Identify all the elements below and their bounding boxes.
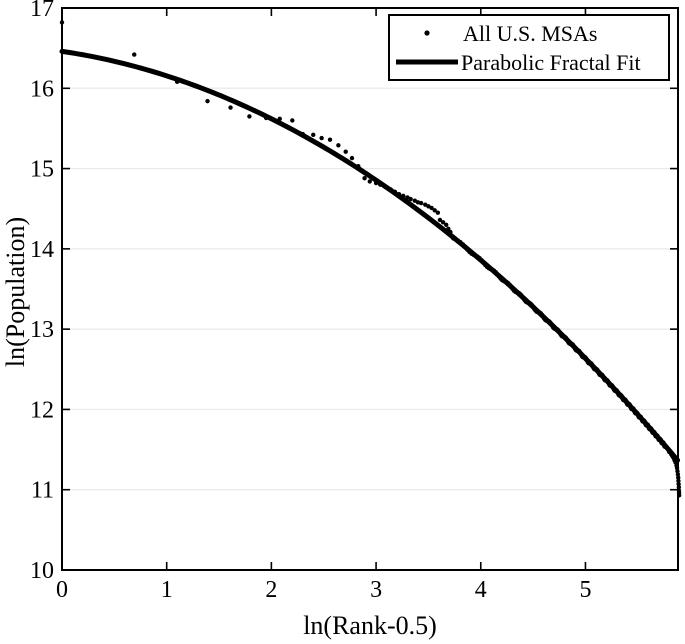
scatter-point <box>205 98 210 104</box>
scatter-point <box>327 137 333 142</box>
y-tick-label-11: 11 <box>31 478 54 504</box>
scatter-point <box>300 131 305 137</box>
scatter-point <box>437 217 443 223</box>
x-tick-label-4: 4 <box>475 577 487 603</box>
scatter-point <box>392 189 398 195</box>
scatter-point <box>383 184 388 190</box>
scatter-point <box>396 192 402 197</box>
legend-label-0: All U.S. MSAs <box>463 21 597 46</box>
scatter-point <box>59 20 65 25</box>
y-tick-label-16: 16 <box>30 76 54 102</box>
scatter-point <box>435 210 441 215</box>
legend: All U.S. MSAs Parabolic Fractal Fit <box>388 14 670 81</box>
y-tick-label-15: 15 <box>30 157 54 183</box>
x-tick-label-1: 1 <box>161 577 173 603</box>
scatter-point <box>343 149 348 154</box>
legend-dot-marker <box>424 30 430 36</box>
x-tick-label-3: 3 <box>370 577 382 603</box>
scatter-point <box>356 163 361 169</box>
scatter-point <box>401 193 406 199</box>
scatter-point <box>367 179 372 184</box>
scatter-point <box>247 114 252 119</box>
y-tick-label-13: 13 <box>30 317 54 343</box>
scatter-point <box>676 493 682 498</box>
y-tick-label-12: 12 <box>30 397 54 423</box>
x-tick-label-5: 5 <box>579 577 591 603</box>
scatter-point <box>676 478 681 484</box>
scatter-point <box>429 205 434 211</box>
y-axis-label: ln(Population) <box>1 217 30 367</box>
scatter-point <box>373 180 379 186</box>
scatter-point <box>674 465 680 471</box>
scatter-point <box>676 485 682 490</box>
scatter-point <box>362 176 367 181</box>
legend-label-1: Parabolic Fractal Fit <box>461 50 641 75</box>
scatter-point <box>676 481 681 487</box>
scatter-point <box>228 105 233 110</box>
scatter-point <box>675 472 681 477</box>
y-tick-label-10: 10 <box>30 558 54 584</box>
grid-layer <box>62 87 678 491</box>
x-tick-label-0: 0 <box>56 577 68 603</box>
scatter-point <box>174 79 180 85</box>
scatter-point <box>388 187 393 192</box>
scatter-point <box>444 222 449 227</box>
scatter-point <box>311 132 316 138</box>
scatter-point <box>349 155 355 161</box>
y-tick-label-17: 17 <box>30 0 54 22</box>
data-series-layer <box>59 20 682 498</box>
scatter-point <box>290 118 295 123</box>
scatter-point <box>440 220 446 225</box>
plot-frame <box>61 7 679 571</box>
axes-frame-layer <box>61 7 679 571</box>
scatter-point <box>446 226 451 231</box>
x-tick-label-2: 2 <box>265 577 277 603</box>
scatter-point <box>676 475 681 480</box>
scatter-point <box>408 196 413 202</box>
scatter-point <box>132 52 137 57</box>
y-tick-label-14: 14 <box>30 237 54 263</box>
scatter-point <box>263 115 269 121</box>
scatter-point <box>418 200 424 206</box>
fit-curve-line <box>59 48 681 463</box>
scatter-point <box>432 208 437 213</box>
scatter-point <box>448 229 453 235</box>
scatter-point <box>378 182 383 187</box>
legend-box <box>388 14 670 81</box>
scatter-point <box>319 135 324 141</box>
scatter-point <box>277 116 282 121</box>
scatter-point <box>336 143 341 148</box>
scatter-point <box>675 469 680 474</box>
x-axis-label: ln(Rank-0.5) <box>303 611 437 640</box>
